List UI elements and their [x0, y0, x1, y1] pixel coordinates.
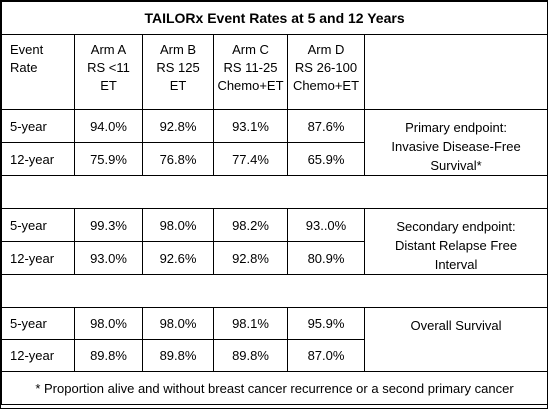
endpoint-line: Interval — [434, 257, 478, 272]
row-label: 5-year — [1, 208, 75, 242]
arm-header-line: Arm B — [159, 42, 197, 57]
arm-header-line: Arm A — [90, 42, 127, 57]
cell-arm-a: 75.9% — [74, 142, 143, 176]
cell-arm-b: 92.6% — [142, 241, 214, 275]
cell-arm-c: 77.4% — [213, 142, 288, 176]
endpoint-line: Overall Survival — [410, 318, 502, 333]
table-row: 5-year 98.0% 98.0% 98.1% 95.9% Overall S… — [1, 307, 548, 372]
cell-arm-c: 89.8% — [213, 339, 288, 372]
row-label-header-line: Event — [10, 42, 44, 57]
endpoint-line: Invasive Disease-Free — [391, 139, 521, 154]
arm-c-header: Arm C RS 11-25 Chemo+ET — [213, 34, 288, 110]
section-spacer — [0, 175, 548, 209]
arm-header-line: ET — [100, 78, 117, 93]
table-row: 12-year 75.9% 76.8% 77.4% 65.9% — [1, 142, 548, 176]
cell-arm-a: 98.0% — [74, 307, 143, 340]
cell-arm-b: 92.8% — [142, 109, 214, 143]
cell-arm-c: 98.2% — [213, 208, 288, 242]
endpoint-line: Primary endpoint: — [405, 120, 507, 135]
section-spacer-row — [0, 274, 548, 308]
endpoint-line: Secondary endpoint: — [396, 219, 516, 234]
cell-arm-a: 99.3% — [74, 208, 143, 242]
endpoint-line: Survival* — [430, 158, 482, 173]
cell-arm-a: 89.8% — [74, 339, 143, 372]
arm-header-line: Chemo+ET — [217, 78, 284, 93]
row-label: 5-year — [1, 307, 75, 340]
section-spacer-row — [0, 175, 548, 209]
arm-header-line: RS 125 — [156, 60, 200, 75]
cell-arm-d: 87.6% — [287, 109, 365, 143]
cell-arm-a: 94.0% — [74, 109, 143, 143]
endpoint-overall-survival: Overall Survival — [363, 307, 548, 372]
cell-arm-d: 93..0% — [287, 208, 365, 242]
footnote: * Proportion alive and without breast ca… — [0, 371, 548, 405]
row-label-header-line: Rate — [10, 60, 38, 75]
cell-arm-d: 80.9% — [287, 241, 365, 275]
table-row: 12-year 89.8% 89.8% 89.8% 87.0% — [1, 339, 548, 372]
cell-arm-d: 65.9% — [287, 142, 365, 176]
arm-b-header: Arm B RS 125 ET — [142, 34, 214, 110]
arm-header-line: RS 11-25 — [223, 60, 278, 75]
endpoint-primary: Primary endpoint: Invasive Disease-Free … — [363, 109, 548, 176]
row-label: 12-year — [1, 339, 75, 372]
arm-header-line: RS <11 — [87, 60, 130, 75]
section-spacer — [0, 274, 548, 308]
cell-arm-b: 98.0% — [142, 307, 214, 340]
cell-arm-c: 92.8% — [213, 241, 288, 275]
cell-arm-b: 98.0% — [142, 208, 214, 242]
table-title: TAILORx Event Rates at 5 and 12 Years — [0, 1, 548, 35]
table-row: 5-year 99.3% 98.0% 98.2% 93..0% Secondar… — [1, 208, 548, 275]
arm-header-line: RS 26-100 — [294, 60, 358, 75]
row-label: 12-year — [1, 241, 75, 275]
row-label-header: Event Rate — [1, 34, 75, 110]
arm-d-header: Arm D RS 26-100 Chemo+ET — [287, 34, 365, 110]
arm-a-header: Arm A RS <11 ET — [74, 34, 143, 110]
arm-header-line: Chemo+ET — [292, 78, 360, 93]
cell-arm-a: 93.0% — [74, 241, 143, 275]
arm-header-line: Arm D — [307, 42, 345, 57]
cell-arm-c: 93.1% — [213, 109, 288, 143]
header-row: Event Rate Arm A RS <11 ET Arm B RS 125 … — [1, 34, 548, 110]
row-label: 5-year — [1, 109, 75, 143]
table-row: 5-year 94.0% 92.8% 93.1% 87.6% Primary e… — [1, 109, 548, 176]
cell-arm-d: 95.9% — [287, 307, 365, 340]
arm-header-line: Arm C — [232, 42, 269, 57]
cell-arm-d: 87.0% — [287, 339, 365, 372]
table-row: 12-year 93.0% 92.6% 92.8% 80.9% — [1, 241, 548, 275]
endpoint-header-empty — [363, 34, 548, 110]
cell-arm-b: 89.8% — [142, 339, 214, 372]
cell-arm-b: 76.8% — [142, 142, 214, 176]
row-label: 12-year — [1, 142, 75, 176]
endpoint-secondary: Secondary endpoint: Distant Relapse Free… — [363, 208, 548, 275]
cell-arm-c: 98.1% — [213, 307, 288, 340]
arm-header-line: ET — [169, 78, 187, 93]
endpoint-line: Distant Relapse Free — [394, 238, 518, 253]
